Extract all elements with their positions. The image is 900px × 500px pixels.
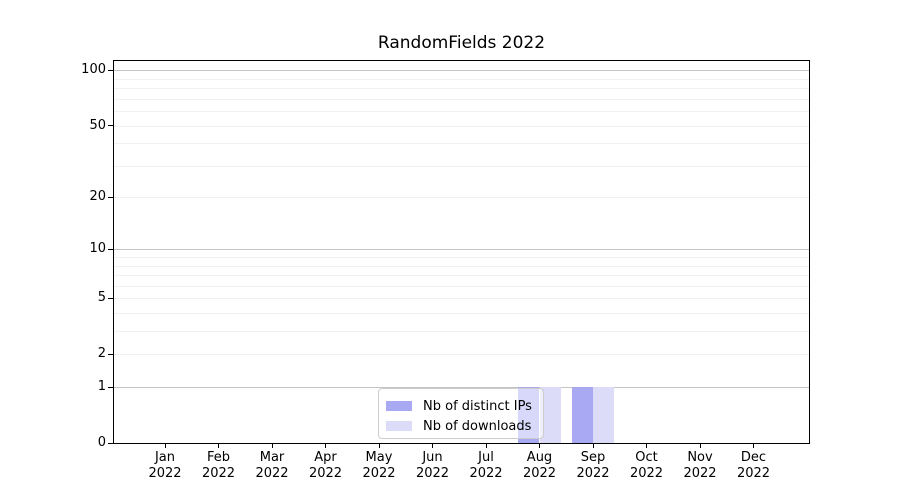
x-tick-mark	[485, 443, 487, 448]
x-tick-mark	[592, 443, 594, 448]
y-tick-label: 50	[89, 117, 106, 133]
legend-swatch-distinct-ips	[386, 401, 412, 411]
y-tick-label: 20	[89, 189, 106, 205]
x-tick-mark	[699, 443, 701, 448]
x-tick-mark	[218, 443, 219, 448]
x-tick-label: Sep 2022	[576, 450, 610, 481]
gridline-major	[114, 387, 809, 389]
legend-swatch-downloads	[386, 421, 412, 431]
gridline-minor	[114, 313, 809, 315]
gridline-minor	[114, 265, 809, 267]
x-tick-mark	[539, 443, 540, 448]
y-tick-label: 10	[89, 241, 106, 257]
bar-downloads	[539, 387, 561, 443]
y-tick-label: 0	[97, 435, 106, 450]
y-tick-mark	[108, 125, 113, 127]
gridline-minor	[114, 78, 809, 80]
gridline-minor	[114, 165, 809, 167]
gridline-minor	[114, 143, 809, 145]
bar-distinct-ips	[571, 387, 593, 443]
legend-label-downloads: Nb of downloads	[423, 418, 532, 434]
x-tick-mark	[432, 443, 433, 448]
x-tick-mark	[753, 443, 754, 448]
x-tick-label: Apr 2022	[308, 450, 343, 481]
x-tick-mark	[646, 443, 647, 448]
gridline-minor	[114, 88, 809, 90]
legend: Nb of distinct IPs Nb of downloads	[378, 388, 544, 439]
x-tick-mark	[271, 443, 273, 448]
y-tick-mark	[108, 386, 113, 388]
gridline-minor	[114, 298, 809, 300]
gridline-minor	[114, 285, 809, 287]
y-tick-mark	[108, 297, 113, 299]
y-tick-mark	[108, 248, 113, 250]
y-tick-label: 100	[81, 62, 106, 78]
gridline-major	[114, 249, 809, 251]
gridline-minor	[114, 125, 809, 127]
legend-entry-downloads: Nb of downloads	[386, 416, 535, 436]
legend-entry-distinct-ips: Nb of distinct IPs	[386, 396, 535, 416]
gridline-minor	[114, 331, 809, 333]
x-tick-mark	[378, 443, 380, 448]
x-tick-label: Dec 2022	[736, 450, 771, 481]
y-tick-mark	[108, 69, 113, 71]
x-tick-label: Jul 2022	[469, 450, 503, 481]
y-tick-label: 5	[97, 290, 106, 306]
gridline-major	[114, 70, 809, 72]
gridline-minor	[114, 197, 809, 199]
x-tick-label: Nov 2022	[683, 450, 717, 481]
plot-area: Nb of distinct IPs Nb of downloads	[113, 60, 810, 444]
y-tick-mark	[108, 196, 113, 198]
x-tick-label: May 2022	[362, 450, 396, 481]
y-tick-label: 1	[97, 379, 106, 395]
gridline-minor	[114, 275, 809, 277]
x-tick-label: Feb 2022	[201, 450, 236, 481]
x-tick-mark	[164, 443, 166, 448]
y-tick-mark	[108, 442, 113, 444]
x-tick-label: Mar 2022	[255, 450, 289, 481]
y-tick-mark	[108, 353, 113, 355]
gridline-minor	[114, 257, 809, 259]
bar-downloads	[593, 387, 615, 443]
x-tick-label: Jun 2022	[415, 450, 450, 481]
gridline-minor	[114, 98, 809, 100]
x-tick-label: Aug 2022	[522, 450, 557, 481]
x-tick-label: Oct 2022	[629, 450, 664, 481]
gridline-minor	[114, 111, 809, 113]
legend-label-distinct-ips: Nb of distinct IPs	[423, 398, 532, 414]
x-tick-label: Jan 2022	[148, 450, 182, 481]
gridline-minor	[114, 354, 809, 356]
chart-title: RandomFields 2022	[377, 33, 546, 53]
x-tick-mark	[325, 443, 326, 448]
y-tick-label: 2	[97, 346, 106, 362]
